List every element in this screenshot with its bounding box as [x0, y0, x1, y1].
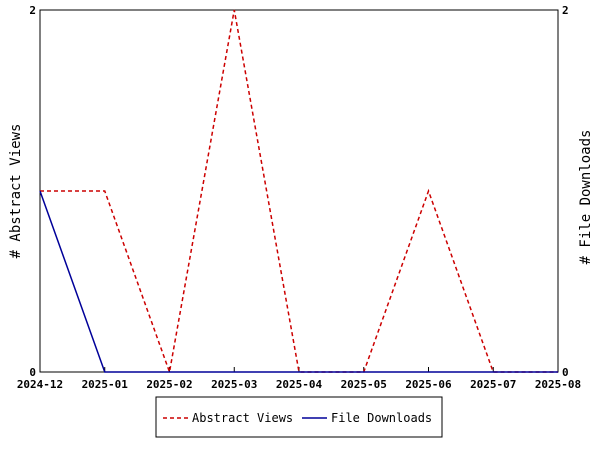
x-tick-label: 2025-04 [276, 378, 323, 391]
x-tick-label: 2025-03 [211, 378, 257, 391]
x-tick-label: 2025-01 [82, 378, 129, 391]
y2-axis-label: # File Downloads [578, 130, 594, 265]
plot-area [39, 9, 559, 373]
y-axis-label: # Abstract Views [8, 124, 24, 259]
legend-label-abstract-views: Abstract Views [192, 411, 293, 425]
x-tick-label: 2025-07 [470, 378, 516, 391]
x-tick-label: 2024-12 [17, 378, 63, 391]
y-tick-label: 2 [29, 4, 36, 17]
legend-label-file-downloads: File Downloads [331, 411, 432, 425]
series-layer [39, 9, 558, 375]
series-line-file-downloads [39, 190, 558, 373]
x-tick-label: 2025-06 [405, 378, 452, 391]
y2-tick-label: 2 [562, 4, 569, 17]
x-tick-label: 2025-08 [535, 378, 581, 391]
legend: Abstract Views File Downloads [155, 396, 443, 438]
y-axis-left: 02 [29, 4, 45, 379]
series-line-abstract-views [40, 9, 558, 375]
legend-box [155, 396, 443, 438]
y2-tick-label: 0 [562, 366, 569, 379]
x-tick-label: 2025-05 [341, 378, 387, 391]
x-tick-label: 2025-02 [146, 378, 192, 391]
x-axis: 2024-12 2025-01 2025-02 2025-03 2025-04 2025-… [17, 367, 581, 391]
y-tick-label: 0 [29, 366, 36, 379]
